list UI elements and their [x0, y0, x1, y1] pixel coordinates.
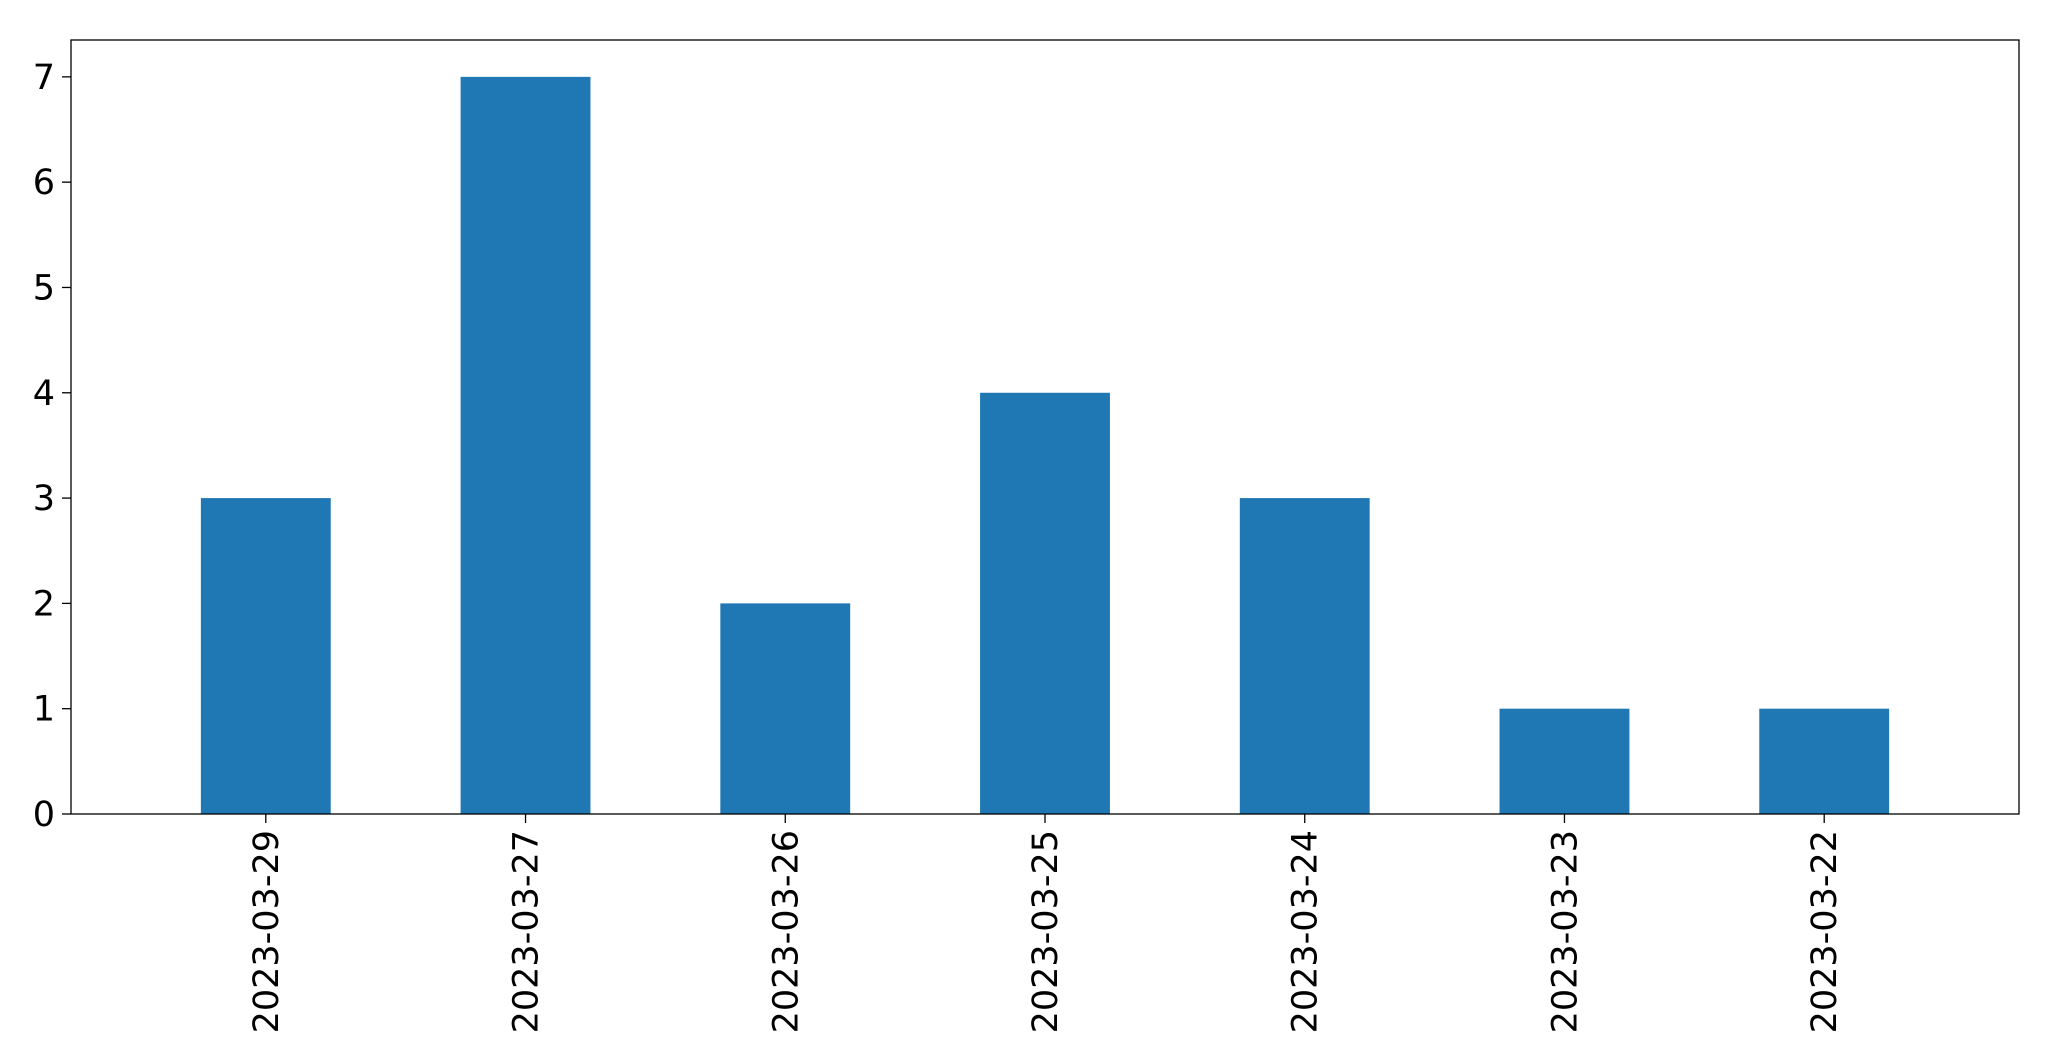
x-tick-label: 2023-03-23	[1545, 830, 1585, 1033]
y-tick-label: 6	[33, 163, 55, 203]
x-tick-label: 2023-03-25	[1026, 830, 1066, 1033]
x-tick-label: 2023-03-22	[1805, 830, 1845, 1033]
x-tick-label: 2023-03-29	[247, 830, 287, 1033]
y-tick-label: 4	[33, 374, 55, 414]
bars-group	[200, 76, 1890, 815]
x-tick-label: 2023-03-27	[507, 830, 547, 1033]
y-tick-label: 1	[33, 690, 55, 730]
y-tick-label: 7	[33, 58, 55, 98]
y-tick-label: 2	[33, 584, 55, 624]
bar-2023-03-24	[1239, 498, 1370, 814]
x-tick-label: 2023-03-24	[1286, 830, 1326, 1033]
plot-frame	[70, 39, 2020, 815]
y-tick-label: 3	[33, 479, 55, 519]
y-axis: 0 1 2 3 4 5 6 7	[33, 58, 71, 835]
bar-2023-03-22	[1759, 708, 1890, 814]
x-tick-label: 2023-03-26	[766, 830, 806, 1033]
bar-2023-03-25	[980, 392, 1110, 814]
bar-2023-03-26	[720, 603, 851, 814]
bar-2023-03-29	[200, 498, 331, 814]
bar-2023-03-27	[460, 76, 591, 815]
x-axis: 2023-03-29 2023-03-27 2023-03-26 2023-03-25…	[247, 814, 1845, 1033]
bar-2023-03-23	[1499, 708, 1630, 814]
y-tick-label: 5	[33, 268, 55, 308]
y-tick-label: 0	[33, 795, 55, 835]
